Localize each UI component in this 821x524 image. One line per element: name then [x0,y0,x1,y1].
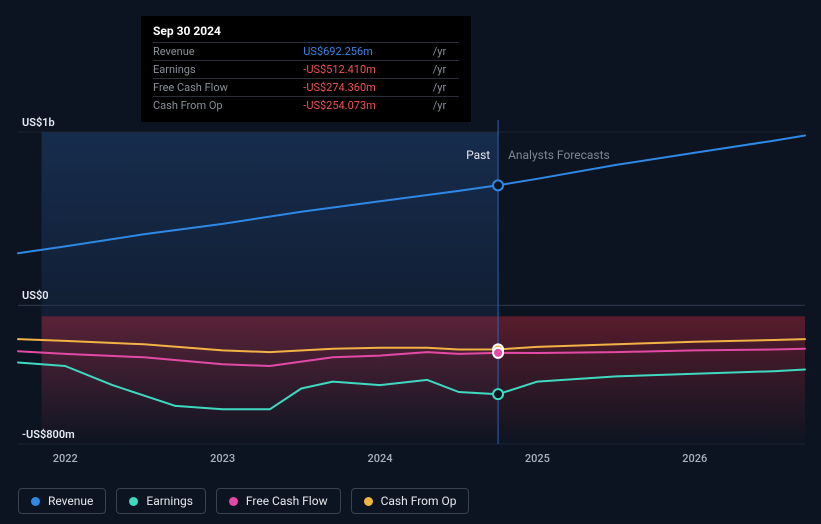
legend-item-revenue[interactable]: Revenue [18,488,106,514]
tooltip-row-value: -US$254.073m [303,97,428,115]
x-axis-label: 2026 [682,452,707,465]
tooltip-row-value: US$692.256m [303,43,428,61]
legend-item-cfo[interactable]: Cash From Op [351,488,470,514]
legend-dot-icon [364,497,373,506]
section-label-forecast: Analysts Forecasts [508,148,610,162]
tooltip-row-unit: /yr [429,61,459,79]
tooltip-row: RevenueUS$692.256m/yr [153,43,459,61]
legend-dot-icon [129,497,138,506]
tooltip-row: Cash From Op-US$254.073m/yr [153,97,459,115]
legend-item-label: Earnings [146,494,193,508]
x-axis-label: 2022 [53,452,78,465]
chart-tooltip: Sep 30 2024 RevenueUS$692.256m/yrEarning… [141,16,471,122]
y-axis-label: US$0 [22,289,49,302]
x-axis-label: 2024 [368,452,393,465]
section-label-past: Past [466,148,490,162]
tooltip-row: Free Cash Flow-US$274.360m/yr [153,79,459,97]
tooltip-row-label: Free Cash Flow [153,79,303,97]
x-axis-label: 2023 [210,452,235,465]
legend-item-fcf[interactable]: Free Cash Flow [216,488,341,514]
y-axis-label: US$1b [22,116,55,129]
x-axis-label: 2025 [525,452,550,465]
tooltip-row-unit: /yr [429,79,459,97]
tooltip-table: RevenueUS$692.256m/yrEarnings-US$512.410… [153,42,459,114]
tooltip-row-label: Revenue [153,43,303,61]
tooltip-row-value: -US$512.410m [303,61,428,79]
tooltip-row-label: Earnings [153,61,303,79]
tooltip-row-value: -US$274.360m [303,79,428,97]
tooltip-row-unit: /yr [429,97,459,115]
legend-dot-icon [31,497,40,506]
legend-item-label: Free Cash Flow [246,494,328,508]
financials-chart: Sep 30 2024 RevenueUS$692.256m/yrEarning… [0,0,821,524]
legend-dot-icon [229,497,238,506]
chart-legend: Revenue Earnings Free Cash Flow Cash From O… [18,488,469,514]
tooltip-row-label: Cash From Op [153,97,303,115]
legend-item-label: Revenue [48,494,93,508]
tooltip-row-unit: /yr [429,43,459,61]
tooltip-date: Sep 30 2024 [153,24,459,38]
y-axis-label: -US$800m [22,428,75,441]
tooltip-row: Earnings-US$512.410m/yr [153,61,459,79]
legend-item-earnings[interactable]: Earnings [116,488,206,514]
legend-item-label: Cash From Op [381,494,457,508]
